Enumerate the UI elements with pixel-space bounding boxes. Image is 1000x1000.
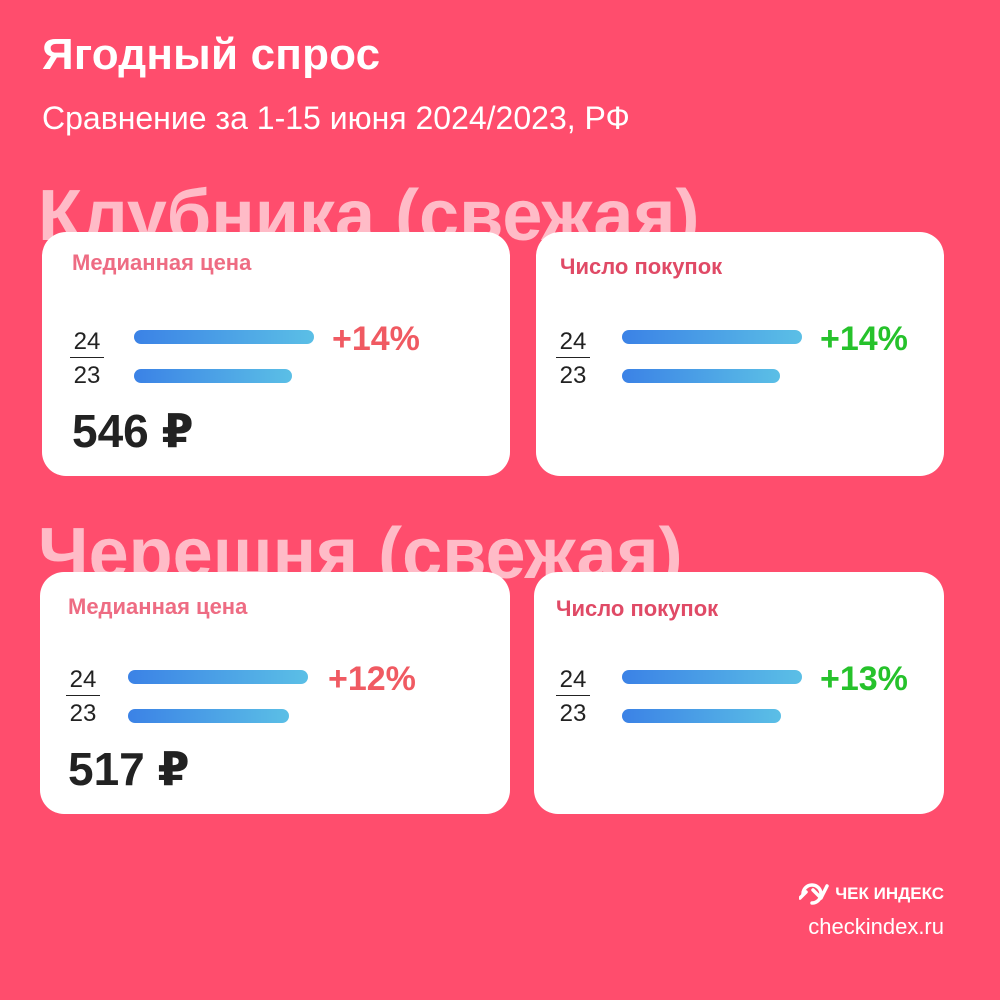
bar-2023 [622,369,780,383]
cherry-price-card: Медианная цена 24 23 +12% 517 ₽ [40,572,510,814]
year-2023-label: 23 [559,362,587,389]
page-title: Ягодный спрос [42,30,381,79]
cherry-count-card: Число покупок 24 23 +13% [534,572,944,814]
year-2023-label: 23 [69,700,97,727]
strawberry-price-card: Медианная цена 24 23 +14% 546 ₽ [42,232,510,476]
year-fraction: 24 23 [66,668,100,726]
change-percent: +13% [820,660,908,698]
change-percent: +14% [820,320,908,358]
year-fraction: 24 23 [556,668,590,726]
brand-logo: ЧЕК ИНДЕКС [799,882,944,906]
bar-2023 [128,709,289,723]
checkindex-logo-icon [799,883,829,905]
year-2024-label: 24 [70,330,104,358]
year-fraction: 24 23 [556,330,590,388]
year-2024-label: 24 [556,330,590,358]
year-2024-label: 24 [556,668,590,696]
page-subtitle: Сравнение за 1-15 июня 2024/2023, РФ [42,100,630,136]
year-2023-label: 23 [73,362,101,389]
brand-name: ЧЕК ИНДЕКС [835,884,944,903]
year-fraction: 24 23 [70,330,104,388]
bar-2024 [622,330,802,344]
card-label: Медианная цена [68,594,248,619]
bar-2023 [134,369,292,383]
card-label: Медианная цена [72,250,252,275]
card-label: Число покупок [560,254,723,279]
median-price-value: 517 ₽ [68,743,190,795]
year-2024-label: 24 [66,668,100,696]
card-label: Число покупок [556,596,719,621]
year-2023-label: 23 [559,700,587,727]
bar-2024 [134,330,314,344]
change-percent: +12% [328,660,416,698]
change-percent: +14% [332,320,420,358]
median-price-value: 546 ₽ [72,405,194,457]
site-link[interactable]: checkindex.ru [808,914,944,939]
strawberry-count-card: Число покупок 24 23 +14% [536,232,944,476]
bar-2023 [622,709,782,723]
bar-2024 [128,670,308,684]
bar-2024 [622,670,802,684]
